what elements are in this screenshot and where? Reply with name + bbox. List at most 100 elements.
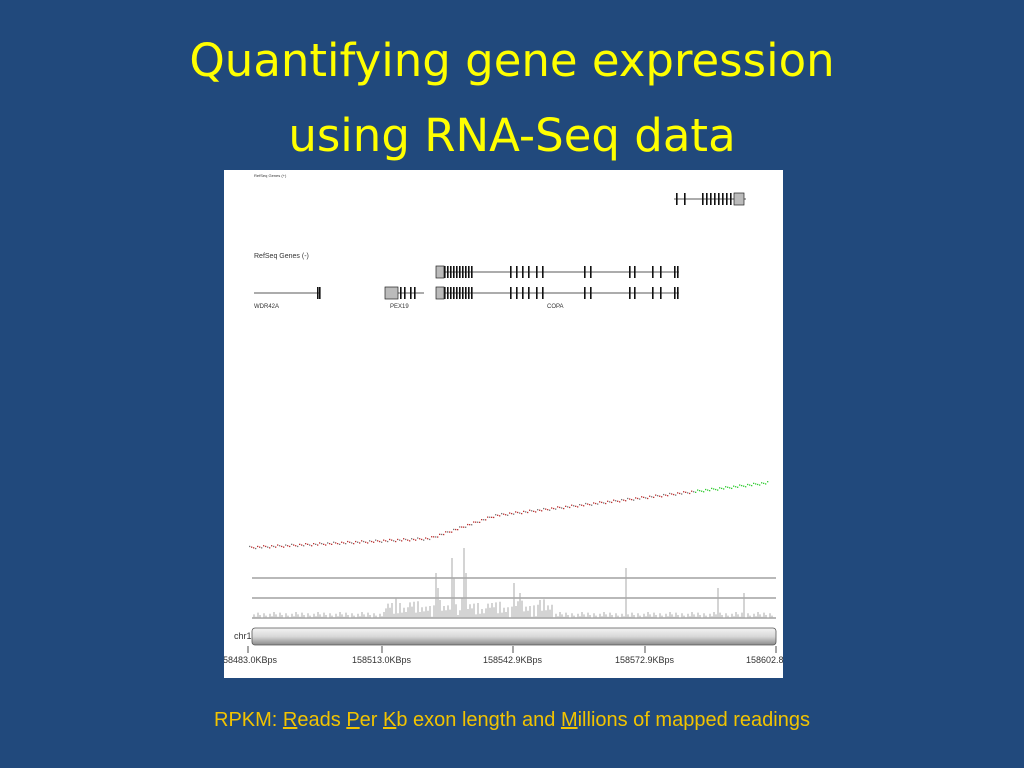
scatter-dot bbox=[607, 500, 609, 502]
scatter-dot bbox=[571, 504, 573, 506]
scatter-dot bbox=[637, 497, 639, 500]
scatter-dot bbox=[757, 483, 759, 486]
scatter-dot bbox=[399, 539, 401, 541]
scatter-dot bbox=[447, 531, 449, 533]
scatter-dot bbox=[275, 546, 277, 548]
scatter-dot bbox=[591, 504, 593, 506]
scatter-dot bbox=[563, 507, 565, 510]
axis-label: 158542.9KBps bbox=[483, 655, 543, 665]
exon bbox=[453, 266, 455, 278]
scatter-dot bbox=[273, 545, 275, 548]
scatter-dot bbox=[417, 537, 419, 539]
exon bbox=[468, 287, 470, 299]
scatter-dot bbox=[355, 540, 357, 543]
scatter-dot bbox=[511, 512, 513, 515]
exon bbox=[516, 287, 518, 299]
scatter-dot bbox=[551, 507, 553, 509]
scatter-dot bbox=[559, 506, 561, 509]
exon bbox=[536, 287, 538, 299]
axis-label: 158572.9KBps bbox=[615, 655, 675, 665]
scatter-dot bbox=[709, 490, 711, 492]
scatter-dot bbox=[267, 546, 269, 548]
gene-label: PEX19 bbox=[390, 304, 409, 310]
scatter-dot bbox=[589, 504, 591, 506]
scatter-dot bbox=[487, 516, 489, 518]
scatter-dot bbox=[743, 485, 745, 487]
scatter-dot bbox=[407, 539, 409, 541]
exon bbox=[542, 287, 544, 299]
scatter-dot bbox=[719, 487, 721, 489]
scatter-dot bbox=[333, 541, 335, 543]
scatter-dot bbox=[323, 543, 325, 545]
scatter-dot bbox=[369, 540, 371, 542]
scatter-dot bbox=[491, 516, 493, 518]
exon bbox=[660, 266, 662, 278]
exon bbox=[629, 266, 631, 278]
scatter-dot bbox=[609, 501, 611, 503]
exon bbox=[706, 193, 708, 205]
scatter-dot bbox=[655, 494, 657, 496]
gene-label: WDR42A bbox=[254, 304, 279, 310]
scatter-dot bbox=[633, 499, 635, 501]
scatter-dot bbox=[415, 539, 417, 541]
scatter-dot bbox=[683, 491, 685, 493]
exon bbox=[584, 287, 586, 299]
scatter-dot bbox=[495, 514, 497, 516]
exon bbox=[629, 287, 631, 299]
scatter-dot bbox=[375, 539, 377, 541]
scatter-dot bbox=[351, 542, 353, 544]
scatter-dot bbox=[711, 487, 713, 490]
scatter-dot bbox=[459, 526, 461, 528]
scatter-dot bbox=[523, 510, 525, 513]
scatter-dot bbox=[453, 528, 455, 531]
scatter-dot bbox=[599, 501, 601, 503]
exon bbox=[702, 193, 704, 205]
scatter-dot bbox=[525, 511, 527, 513]
scatter-dot bbox=[419, 538, 421, 540]
exon bbox=[459, 287, 461, 299]
exon bbox=[528, 266, 530, 278]
scatter-dot bbox=[737, 486, 739, 488]
scatter-dot bbox=[573, 505, 575, 507]
scatter-dot bbox=[433, 536, 435, 538]
exon bbox=[404, 287, 406, 299]
exon bbox=[465, 266, 467, 278]
scatter-dot bbox=[253, 547, 255, 549]
footer-text: K bbox=[383, 709, 397, 731]
exon bbox=[674, 287, 676, 299]
scatter-dot bbox=[651, 496, 653, 498]
exon bbox=[528, 287, 530, 299]
scatter-dot bbox=[295, 545, 297, 547]
exon bbox=[536, 266, 538, 278]
scatter-dot bbox=[535, 511, 537, 513]
scatter-dot bbox=[285, 544, 287, 546]
track-label: RefSeq Genes (-) bbox=[254, 253, 309, 260]
exon bbox=[456, 287, 458, 299]
exon bbox=[726, 193, 728, 205]
scatter-dot bbox=[457, 529, 459, 531]
scatter-dot bbox=[501, 512, 503, 515]
scatter-dot bbox=[661, 496, 663, 498]
scatter-dot bbox=[451, 531, 453, 533]
scatter-dot bbox=[383, 539, 385, 541]
scatter-dot bbox=[657, 495, 659, 497]
scatter-dot bbox=[643, 496, 645, 499]
scatter-dot bbox=[665, 494, 667, 496]
scatter-dot bbox=[687, 492, 689, 494]
scatter-dot bbox=[403, 538, 405, 540]
scatter-dot bbox=[529, 509, 531, 511]
exon bbox=[471, 287, 473, 299]
scatter-dot bbox=[691, 490, 693, 492]
scatter-dot bbox=[445, 531, 447, 533]
scatter-dot bbox=[313, 543, 315, 545]
scatter-dot bbox=[411, 538, 413, 540]
exon bbox=[447, 287, 449, 299]
scatter-dot bbox=[565, 505, 567, 507]
scatter-dot bbox=[543, 507, 545, 510]
scatter-dot bbox=[347, 540, 349, 543]
scatter-dot bbox=[463, 526, 465, 528]
exon bbox=[722, 193, 724, 205]
scatter-dot bbox=[439, 533, 441, 535]
exon bbox=[516, 266, 518, 278]
scatter-dot bbox=[443, 533, 445, 536]
